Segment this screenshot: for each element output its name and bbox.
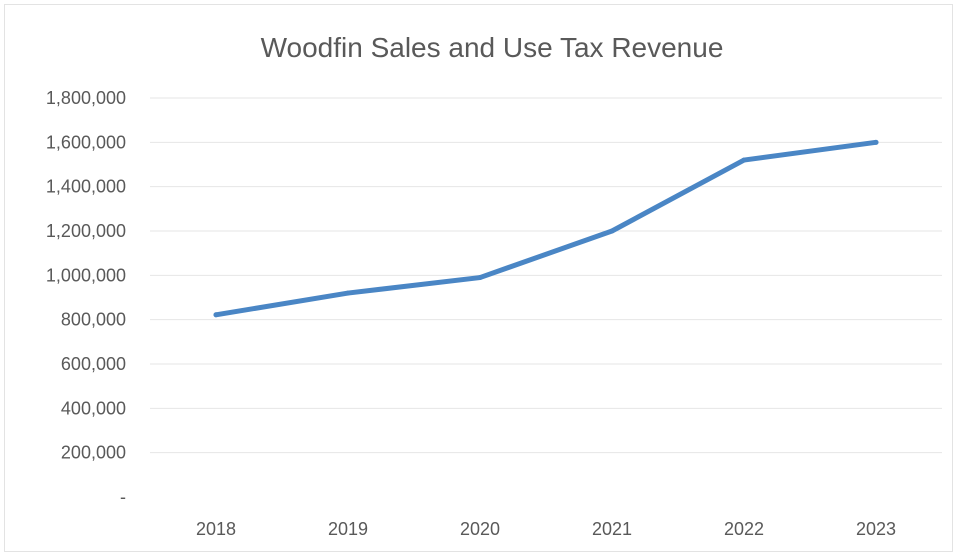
- y-tick-label: 1,400,000: [46, 177, 126, 197]
- data-point: [477, 275, 483, 281]
- x-tick-label: 2021: [592, 519, 632, 539]
- x-axis: 2018 2019 2020 2021 2022 2023: [196, 519, 896, 539]
- data-point: [213, 312, 219, 318]
- y-tick-label: 1,600,000: [46, 132, 126, 152]
- y-tick-label: 1,000,000: [46, 265, 126, 285]
- data-point: [741, 157, 747, 163]
- y-axis: - 200,000 400,000 600,000 800,000 1,000,000 1,…: [46, 88, 126, 507]
- gridlines: [150, 97, 942, 454]
- y-tick-label: 200,000: [61, 443, 126, 463]
- x-tick-label: 2022: [724, 519, 764, 539]
- data-point: [609, 228, 615, 234]
- data-point: [873, 139, 879, 145]
- x-tick-label: 2019: [328, 519, 368, 539]
- series-line: [213, 139, 879, 318]
- x-tick-label: 2018: [196, 519, 236, 539]
- x-tick-label: 2020: [460, 519, 500, 539]
- y-tick-label: 1,800,000: [46, 88, 126, 108]
- y-tick-label: 800,000: [61, 310, 126, 330]
- y-tick-label: 1,200,000: [46, 221, 126, 241]
- y-tick-label: -: [120, 487, 126, 507]
- x-tick-label: 2023: [856, 519, 896, 539]
- y-tick-label: 400,000: [61, 398, 126, 418]
- chart-title: Woodfin Sales and Use Tax Revenue: [261, 32, 724, 63]
- series-group: [213, 139, 879, 318]
- y-tick-label: 600,000: [61, 354, 126, 374]
- data-point: [345, 290, 351, 296]
